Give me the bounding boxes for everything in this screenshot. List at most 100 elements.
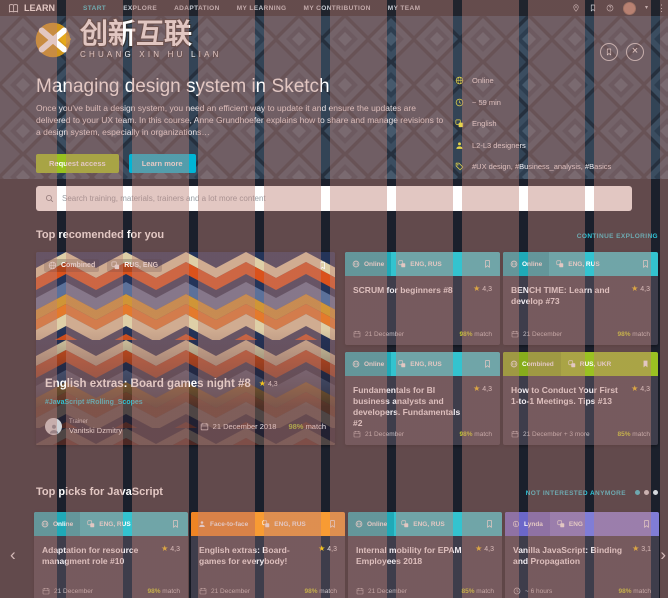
carousel-prev-button[interactable]: ‹ xyxy=(10,545,16,564)
nav-item-start[interactable]: START xyxy=(83,4,107,12)
app-logo[interactable]: LEARN xyxy=(8,3,55,14)
bookmark-icon[interactable] xyxy=(477,512,502,536)
rating-value: 4,3 xyxy=(327,545,337,553)
not-interested-link[interactable]: NOT INTERESTED ANYMORE xyxy=(525,490,626,497)
carousel-next-button[interactable]: › xyxy=(660,545,666,564)
nav-item-adaptation[interactable]: ADAPTATION xyxy=(174,4,220,12)
nav-item-my-contribution[interactable]: MY CONTRIBUTION xyxy=(303,4,371,12)
languages-badge: RUS, ENG xyxy=(124,262,159,269)
tags-value: #UX design, #Business_analysis, #Basics xyxy=(472,162,612,171)
format-badge: Combined xyxy=(61,262,96,269)
course-card[interactable]: Online ENG, RUS SCRUM for beginners #8 ★… xyxy=(345,252,500,345)
card-date: 21 December xyxy=(211,587,251,595)
calendar-icon xyxy=(42,587,50,595)
card-shade xyxy=(36,252,335,445)
card-title: How to Conduct Your First 1-to-1 Meeting… xyxy=(511,385,618,406)
card-title: SCRUM for beginners #8 xyxy=(353,285,453,295)
course-card[interactable]: Combined RUS, UKR How to Conduct Your Fi… xyxy=(503,352,658,445)
match-value: 85% xyxy=(461,587,475,595)
rating-value: 4,3 xyxy=(482,385,492,393)
lynda-icon xyxy=(512,520,520,528)
bookmark-icon[interactable] xyxy=(633,252,658,276)
course-card[interactable]: Online ENG, RUS Fundamentals for BI busi… xyxy=(345,352,500,445)
language-icon xyxy=(87,520,95,528)
format-badge: Combined xyxy=(522,360,554,368)
globe-icon xyxy=(352,260,360,268)
dropdown-caret-icon[interactable]: ▾ xyxy=(644,5,648,11)
languages-badge: ENG, RUS xyxy=(274,520,306,528)
rating-value: 3,1 xyxy=(641,545,651,553)
bookmark-filled-icon[interactable] xyxy=(633,352,658,376)
location-icon[interactable] xyxy=(572,4,580,12)
watermark-latin-text: CHUANG XIN HU LIAN xyxy=(80,50,222,59)
bookmark-icon[interactable] xyxy=(475,352,500,376)
globe-icon xyxy=(355,520,363,528)
nav-actions: ▾ ⋮ xyxy=(572,1,666,15)
clock-icon xyxy=(513,587,521,595)
nav-item-my-team[interactable]: MY TEAM xyxy=(387,4,421,12)
main-nav: START EXPLORE ADAPTATION MY LEARNING MY … xyxy=(83,5,420,12)
format-badge: Face-to-face xyxy=(210,520,249,528)
match-label: match xyxy=(632,330,650,338)
bookmark-icon[interactable] xyxy=(589,4,597,12)
course-card[interactable]: Face-to-face ENG, RUS English extras: Bo… xyxy=(191,512,345,598)
card-tags[interactable]: #JavaScript #Rolling_Scopes xyxy=(45,399,143,406)
match-value: 98% xyxy=(617,330,631,338)
card-title: Internal mobility for EPAM Employees 201… xyxy=(356,545,462,566)
bookmark-icon[interactable] xyxy=(475,252,500,276)
card-title: BENCH TIME: Learn and develop #73 xyxy=(511,285,610,306)
match-label: match xyxy=(305,422,326,431)
hero-close-button[interactable]: × xyxy=(626,43,644,61)
continue-exploring-link[interactable]: CONTINUE EXPLORING xyxy=(576,233,658,240)
learn-more-button[interactable]: Learn more xyxy=(128,154,196,173)
course-description: Once you've built a design system, you n… xyxy=(36,103,444,137)
course-card[interactable]: Lynda ENG Vanilla JavaScript: Binding an… xyxy=(505,512,659,598)
rating-value: 4,3 xyxy=(640,385,650,393)
help-icon[interactable] xyxy=(606,4,614,12)
languages-badge: RUS, UKR xyxy=(579,360,612,368)
clock-icon xyxy=(455,98,464,106)
match-label: match xyxy=(633,587,651,595)
language-icon xyxy=(556,260,564,268)
request-access-button[interactable]: Request access xyxy=(36,154,119,173)
bookmark-icon[interactable] xyxy=(318,261,327,270)
nav-item-my-learning[interactable]: MY LEARNING xyxy=(236,4,287,12)
format-badge: Lynda xyxy=(524,520,543,528)
course-meta: Online ~ 59 min English L2-L3 designers … xyxy=(455,76,611,179)
language-value: English xyxy=(472,119,497,128)
section-title: Top picks for JavaScript xyxy=(36,486,163,498)
bookmark-icon[interactable] xyxy=(634,512,659,536)
match-label: match xyxy=(162,587,180,595)
course-card[interactable]: Online ENG, RUS BENCH TIME: Learn and de… xyxy=(503,252,658,345)
pagination-dot[interactable] xyxy=(644,489,649,495)
search-input[interactable] xyxy=(60,193,623,204)
course-card[interactable]: Online ENG, RUS Adaptation for resource … xyxy=(34,512,188,598)
course-card[interactable]: Online ENG, RUS Internal mobility for EP… xyxy=(348,512,502,598)
rating-value: 4,3 xyxy=(640,285,650,293)
pagination-dot[interactable] xyxy=(635,489,640,495)
user-avatar[interactable] xyxy=(622,1,636,15)
featured-course-card[interactable]: Combined RUS, ENG English extras: Board … xyxy=(36,252,335,445)
course-title: Managing design system in Sketch xyxy=(36,76,330,97)
top-navbar: LEARN START EXPLORE ADAPTATION MY LEARNI… xyxy=(0,0,668,16)
languages-badge: ENG, RUS xyxy=(410,360,442,368)
star-icon: ★ xyxy=(161,544,169,553)
pagination-dot[interactable] xyxy=(653,489,658,495)
book-icon xyxy=(8,3,19,12)
match-value: 98% xyxy=(459,430,473,438)
star-icon: ★ xyxy=(632,544,640,553)
format-badge: Online xyxy=(364,260,385,268)
language-icon xyxy=(568,360,576,368)
trainer-avatar xyxy=(45,418,62,435)
format-badge: Online xyxy=(522,260,543,268)
card-date: 21 December 2018 xyxy=(212,422,277,431)
kebab-menu-icon[interactable]: ⋮ xyxy=(657,2,666,13)
hero-bookmark-button[interactable] xyxy=(600,43,618,61)
nav-item-explore[interactable]: EXPLORE xyxy=(123,4,158,12)
bookmark-icon[interactable] xyxy=(320,512,345,536)
calendar-icon xyxy=(199,587,207,595)
bookmark-icon[interactable] xyxy=(163,512,188,536)
calendar-icon xyxy=(353,430,361,438)
languages-badge: ENG, RUS xyxy=(413,520,445,528)
